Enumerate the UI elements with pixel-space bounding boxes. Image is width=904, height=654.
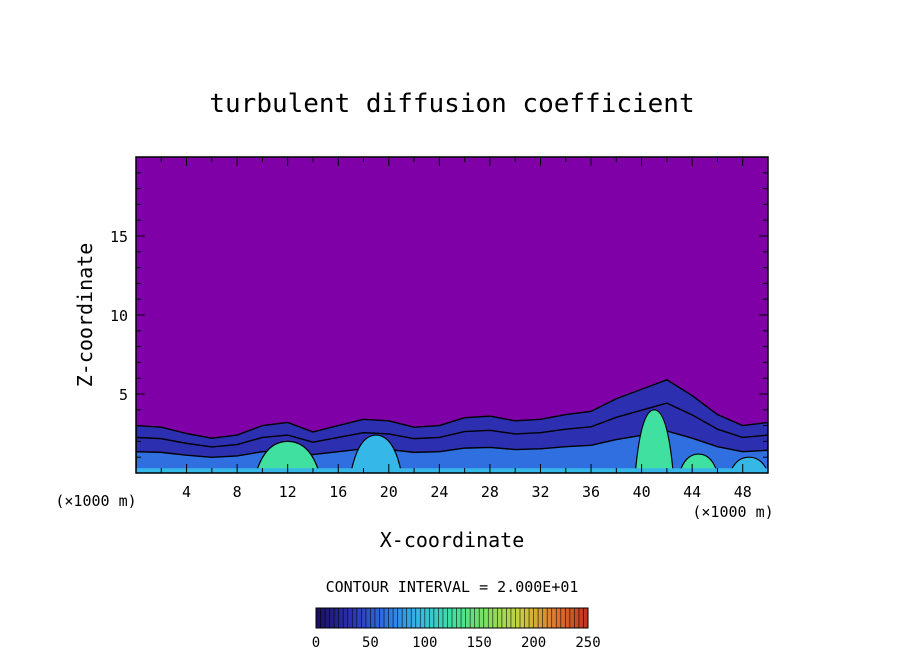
colorbar-tick-label: 0: [312, 635, 320, 651]
colorbar-tick-label: 100: [412, 635, 437, 651]
chart-title: turbulent diffusion coefficient: [209, 89, 694, 119]
colorbar-tick-label: 150: [467, 635, 492, 651]
x-tick-label: 48: [734, 483, 752, 501]
colorbar-tick-label: 250: [575, 635, 600, 651]
x-axis-label: X-coordinate: [380, 528, 525, 552]
colorbar-tick-label: 50: [362, 635, 379, 651]
x-tick-label: 36: [582, 483, 600, 501]
x-tick-label: 12: [279, 483, 297, 501]
x-tick-label: 16: [329, 483, 347, 501]
x-tick-label: 20: [380, 483, 398, 501]
x-unit-left: (×1000 m): [55, 492, 136, 510]
x-tick-label: 40: [633, 483, 651, 501]
y-axis: 5 10 15: [110, 172, 768, 458]
surface-layer: [136, 468, 768, 473]
x-axis: 4 8 12 16 20 24 28 32 36 40 44 48: [160, 157, 752, 501]
y-tick-label: 5: [119, 386, 128, 404]
colorbar-ticks: 0 50 100 150 200 250: [312, 635, 601, 651]
x-tick-label: 28: [481, 483, 499, 501]
core-region-2: [350, 434, 403, 473]
y-axis-label: Z-coordinate: [73, 243, 97, 388]
contour-interval-label: CONTOUR INTERVAL = 2.000E+01: [326, 578, 579, 596]
x-tick-label: 24: [430, 483, 448, 501]
colorbar-tick-label: 200: [521, 635, 546, 651]
core-region-1: [255, 440, 320, 473]
colorbar-tick-lines: [315, 608, 589, 628]
y-tick-label: 15: [110, 228, 128, 246]
x-tick-label: 8: [233, 483, 242, 501]
x-unit-right: (×1000 m): [692, 503, 773, 521]
core-region-3: [634, 409, 674, 473]
y-tick-label: 10: [110, 307, 128, 325]
x-tick-label: 44: [683, 483, 701, 501]
field-layer: [136, 379, 768, 473]
x-tick-label: 4: [182, 483, 191, 501]
x-tick-label: 32: [531, 483, 549, 501]
